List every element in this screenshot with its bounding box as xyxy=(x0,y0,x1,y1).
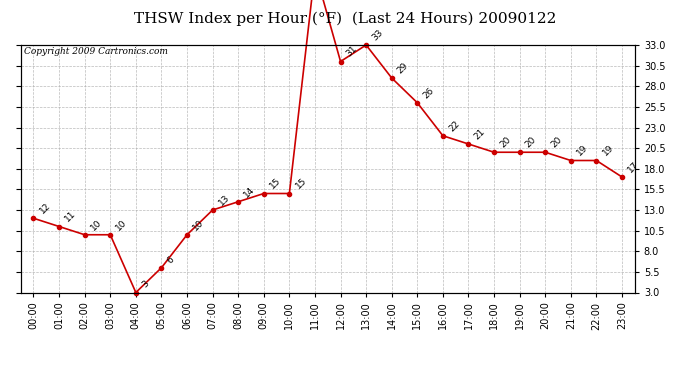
Text: 3: 3 xyxy=(140,279,150,290)
Text: 13: 13 xyxy=(217,193,231,207)
Text: 17: 17 xyxy=(626,160,641,174)
Text: 10: 10 xyxy=(89,217,104,232)
Text: 11: 11 xyxy=(63,209,78,224)
Text: 20: 20 xyxy=(498,135,513,150)
Text: 6: 6 xyxy=(166,255,176,265)
Text: 20: 20 xyxy=(549,135,564,150)
Text: 42: 42 xyxy=(0,374,1,375)
Text: 14: 14 xyxy=(242,184,257,199)
Text: 20: 20 xyxy=(524,135,538,150)
Text: Copyright 2009 Cartronics.com: Copyright 2009 Cartronics.com xyxy=(23,48,168,57)
Text: 31: 31 xyxy=(345,44,359,59)
Text: THSW Index per Hour (°F)  (Last 24 Hours) 20090122: THSW Index per Hour (°F) (Last 24 Hours)… xyxy=(134,11,556,26)
Text: 19: 19 xyxy=(600,143,615,158)
Text: 26: 26 xyxy=(422,86,436,100)
Text: 33: 33 xyxy=(371,28,385,42)
Text: 15: 15 xyxy=(268,176,282,191)
Text: 21: 21 xyxy=(473,127,487,141)
Text: 10: 10 xyxy=(115,217,129,232)
Text: 10: 10 xyxy=(191,217,206,232)
Text: 15: 15 xyxy=(293,176,308,191)
Text: 19: 19 xyxy=(575,143,589,158)
Text: 22: 22 xyxy=(447,118,462,133)
Text: 12: 12 xyxy=(38,201,52,216)
Text: 29: 29 xyxy=(396,61,411,75)
